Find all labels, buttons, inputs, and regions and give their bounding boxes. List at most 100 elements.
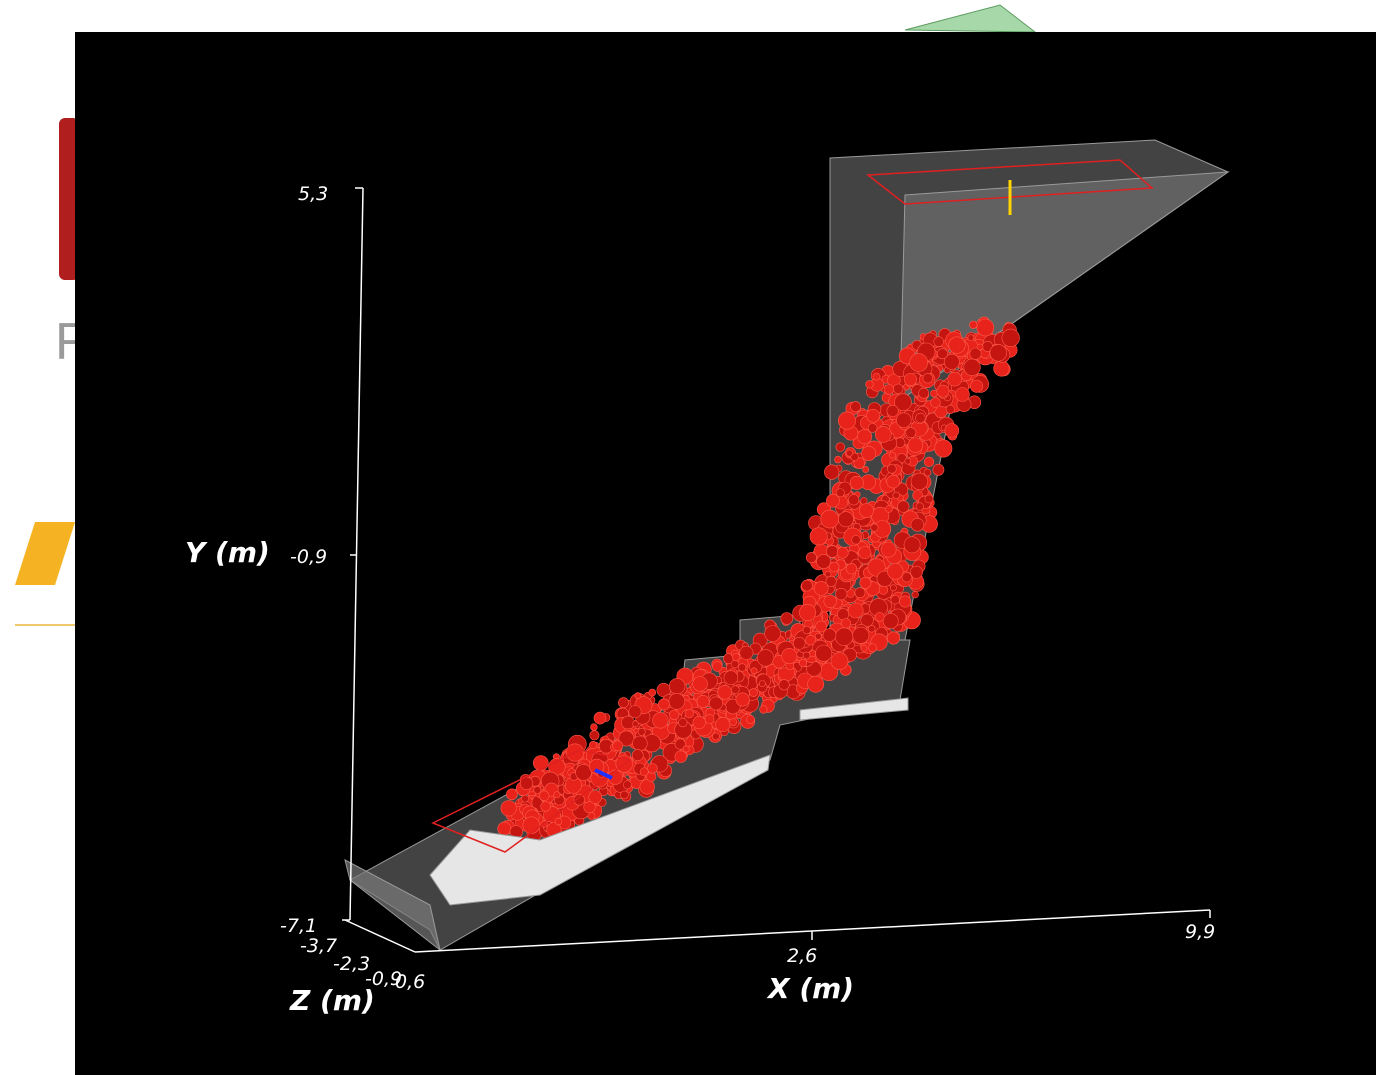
particle <box>850 476 863 489</box>
particle <box>875 612 884 621</box>
particle <box>887 475 900 488</box>
particle <box>810 528 827 545</box>
particle <box>590 731 599 740</box>
y-tick-label: 5,3 <box>298 183 328 205</box>
particle <box>824 595 837 608</box>
particle <box>916 413 926 423</box>
particle <box>851 402 861 412</box>
particle <box>816 645 832 661</box>
particle <box>738 664 746 672</box>
particle <box>908 438 923 453</box>
particle <box>911 518 924 531</box>
particle <box>802 580 813 591</box>
particle <box>712 662 722 672</box>
particle <box>658 699 669 710</box>
particle <box>948 372 962 386</box>
particle <box>931 398 941 408</box>
particle <box>685 709 694 718</box>
z-axis <box>345 920 415 952</box>
particle <box>934 337 944 347</box>
particle <box>911 473 928 490</box>
particle <box>852 535 861 544</box>
particle <box>669 710 679 720</box>
particle <box>925 495 933 503</box>
particle <box>629 706 641 718</box>
particle <box>740 646 753 659</box>
particle <box>869 644 877 652</box>
particle <box>884 385 894 395</box>
particle <box>838 412 855 429</box>
particle <box>815 633 821 639</box>
particle <box>669 678 685 694</box>
particle <box>539 791 549 801</box>
particle <box>893 384 903 394</box>
particle <box>623 781 631 789</box>
particle <box>937 385 949 397</box>
particle <box>683 746 689 752</box>
particle <box>648 764 658 774</box>
particle <box>931 390 938 397</box>
particle <box>765 626 781 642</box>
particle <box>853 627 869 643</box>
particle <box>675 751 687 763</box>
x-axis-title: X (m) <box>766 972 854 1005</box>
particle <box>916 503 924 511</box>
y-tick-label: -7,1 <box>280 915 317 937</box>
particle <box>889 452 895 458</box>
particle <box>891 596 900 605</box>
particle <box>837 609 848 620</box>
particle <box>632 750 643 761</box>
particle <box>855 588 865 598</box>
particle <box>751 668 757 674</box>
particle <box>977 344 983 350</box>
particle <box>823 629 836 642</box>
particle <box>724 671 738 685</box>
particle <box>873 373 880 380</box>
particle <box>881 542 896 557</box>
particle <box>759 681 765 687</box>
particle <box>862 446 876 460</box>
particle <box>994 361 1010 377</box>
particle <box>533 756 548 771</box>
particle <box>905 458 911 464</box>
particle <box>860 577 871 588</box>
particle <box>885 506 892 513</box>
particle <box>902 573 912 583</box>
particle <box>760 706 768 714</box>
particle <box>501 801 517 817</box>
particle <box>732 653 740 661</box>
particle <box>935 440 952 457</box>
particle <box>904 537 920 553</box>
particle <box>836 489 844 497</box>
particle <box>1002 329 1020 347</box>
particle <box>863 466 869 472</box>
particle <box>977 319 994 336</box>
particle <box>899 596 910 607</box>
particle <box>868 625 875 632</box>
particle <box>831 653 848 670</box>
particle <box>799 604 815 620</box>
particle <box>846 450 852 456</box>
particle <box>836 443 845 452</box>
particle <box>890 585 896 591</box>
particle <box>875 426 891 442</box>
particle <box>861 645 867 651</box>
particle <box>946 405 954 413</box>
particle <box>618 698 628 708</box>
particle <box>716 717 730 731</box>
particle <box>640 780 655 795</box>
particle <box>867 409 880 422</box>
particle <box>693 677 708 692</box>
particle <box>779 680 789 690</box>
particle <box>534 786 541 793</box>
y-axis-title: Y (m) <box>185 536 270 569</box>
particle <box>912 591 919 598</box>
particle <box>846 563 857 574</box>
particle <box>679 718 688 727</box>
particle <box>887 464 896 473</box>
particle <box>821 510 839 528</box>
particle <box>806 635 816 645</box>
particle <box>803 652 810 659</box>
particle <box>919 388 929 398</box>
particle <box>638 728 645 735</box>
